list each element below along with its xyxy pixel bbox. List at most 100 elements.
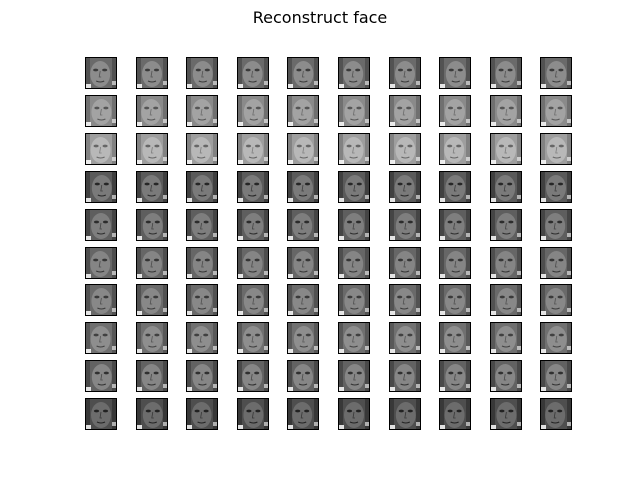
face-thumbnail bbox=[439, 247, 471, 279]
face-thumbnail bbox=[338, 95, 370, 127]
face-thumbnail bbox=[389, 284, 421, 316]
face-thumbnail bbox=[237, 247, 269, 279]
face-thumbnail bbox=[186, 57, 218, 89]
face-thumbnail bbox=[389, 322, 421, 354]
face-thumbnail bbox=[439, 95, 471, 127]
face-thumbnail bbox=[287, 284, 319, 316]
face-thumbnail bbox=[136, 284, 168, 316]
face-thumbnail bbox=[439, 322, 471, 354]
face-thumbnail bbox=[490, 322, 522, 354]
face-thumbnail bbox=[540, 209, 572, 241]
face-thumbnail bbox=[490, 360, 522, 392]
face-thumbnail bbox=[490, 284, 522, 316]
face-thumbnail bbox=[338, 209, 370, 241]
face-thumbnail bbox=[136, 322, 168, 354]
face-thumbnail bbox=[439, 360, 471, 392]
face-thumbnail bbox=[237, 360, 269, 392]
face-thumbnail bbox=[85, 360, 117, 392]
face-thumbnail bbox=[389, 398, 421, 430]
face-thumbnail bbox=[540, 284, 572, 316]
face-thumbnail bbox=[338, 360, 370, 392]
face-thumbnail bbox=[389, 360, 421, 392]
face-thumbnail bbox=[540, 322, 572, 354]
face-thumbnail bbox=[287, 95, 319, 127]
face-thumbnail bbox=[540, 57, 572, 89]
face-thumbnail bbox=[136, 133, 168, 165]
face-thumbnail bbox=[338, 133, 370, 165]
face-thumbnail bbox=[287, 171, 319, 203]
face-thumbnail bbox=[287, 247, 319, 279]
face-thumbnail bbox=[85, 398, 117, 430]
face-thumbnail bbox=[490, 57, 522, 89]
face-thumbnail bbox=[439, 133, 471, 165]
face-thumbnail bbox=[186, 284, 218, 316]
face-thumbnail bbox=[389, 133, 421, 165]
face-thumbnail bbox=[490, 209, 522, 241]
face-thumbnail bbox=[237, 209, 269, 241]
face-thumbnail bbox=[186, 322, 218, 354]
face-thumbnail bbox=[85, 171, 117, 203]
face-thumbnail bbox=[287, 209, 319, 241]
face-thumbnail bbox=[389, 247, 421, 279]
face-thumbnail bbox=[338, 398, 370, 430]
face-thumbnail bbox=[237, 284, 269, 316]
face-thumbnail bbox=[237, 95, 269, 127]
face-thumbnail bbox=[540, 398, 572, 430]
face-thumbnail bbox=[186, 247, 218, 279]
face-thumbnail bbox=[237, 398, 269, 430]
face-thumbnail bbox=[287, 398, 319, 430]
face-thumbnail bbox=[287, 57, 319, 89]
face-thumbnail bbox=[540, 95, 572, 127]
figure-title: Reconstruct face bbox=[252, 8, 388, 27]
face-thumbnail bbox=[136, 171, 168, 203]
face-thumbnail bbox=[136, 360, 168, 392]
face-thumbnail bbox=[338, 171, 370, 203]
face-thumbnail bbox=[186, 171, 218, 203]
face-thumbnail bbox=[540, 133, 572, 165]
face-thumbnail bbox=[439, 171, 471, 203]
face-thumbnail bbox=[439, 209, 471, 241]
face-thumbnail bbox=[540, 171, 572, 203]
face-thumbnail bbox=[490, 398, 522, 430]
face-thumbnail bbox=[136, 209, 168, 241]
face-thumbnail bbox=[287, 322, 319, 354]
face-thumbnail bbox=[287, 360, 319, 392]
face-thumbnail bbox=[389, 171, 421, 203]
face-thumbnail bbox=[237, 171, 269, 203]
face-thumbnail bbox=[136, 398, 168, 430]
face-thumbnail bbox=[389, 95, 421, 127]
face-thumbnail bbox=[85, 133, 117, 165]
face-thumbnail bbox=[186, 209, 218, 241]
face-thumbnail bbox=[85, 95, 117, 127]
face-thumbnail bbox=[338, 247, 370, 279]
face-thumbnail bbox=[439, 284, 471, 316]
face-thumbnail bbox=[287, 133, 319, 165]
face-thumbnail bbox=[237, 133, 269, 165]
face-thumbnail bbox=[85, 57, 117, 89]
face-thumbnail bbox=[186, 95, 218, 127]
face-thumbnail bbox=[186, 398, 218, 430]
face-thumbnail bbox=[439, 398, 471, 430]
face-thumbnail bbox=[85, 209, 117, 241]
face-thumbnail bbox=[490, 133, 522, 165]
face-thumbnail bbox=[389, 57, 421, 89]
face-thumbnail bbox=[186, 133, 218, 165]
face-thumbnail bbox=[540, 360, 572, 392]
face-thumbnail bbox=[85, 284, 117, 316]
face-thumbnail bbox=[490, 247, 522, 279]
face-thumbnail bbox=[186, 360, 218, 392]
face-thumbnail bbox=[237, 322, 269, 354]
face-thumbnail bbox=[85, 322, 117, 354]
face-thumbnail bbox=[237, 57, 269, 89]
face-thumbnail bbox=[338, 57, 370, 89]
face-thumbnail bbox=[540, 247, 572, 279]
face-thumbnail bbox=[85, 247, 117, 279]
face-thumbnail bbox=[490, 171, 522, 203]
face-thumbnail bbox=[136, 247, 168, 279]
face-thumbnail bbox=[136, 57, 168, 89]
face-thumbnail bbox=[490, 95, 522, 127]
face-thumbnail bbox=[136, 95, 168, 127]
face-thumbnail bbox=[338, 322, 370, 354]
